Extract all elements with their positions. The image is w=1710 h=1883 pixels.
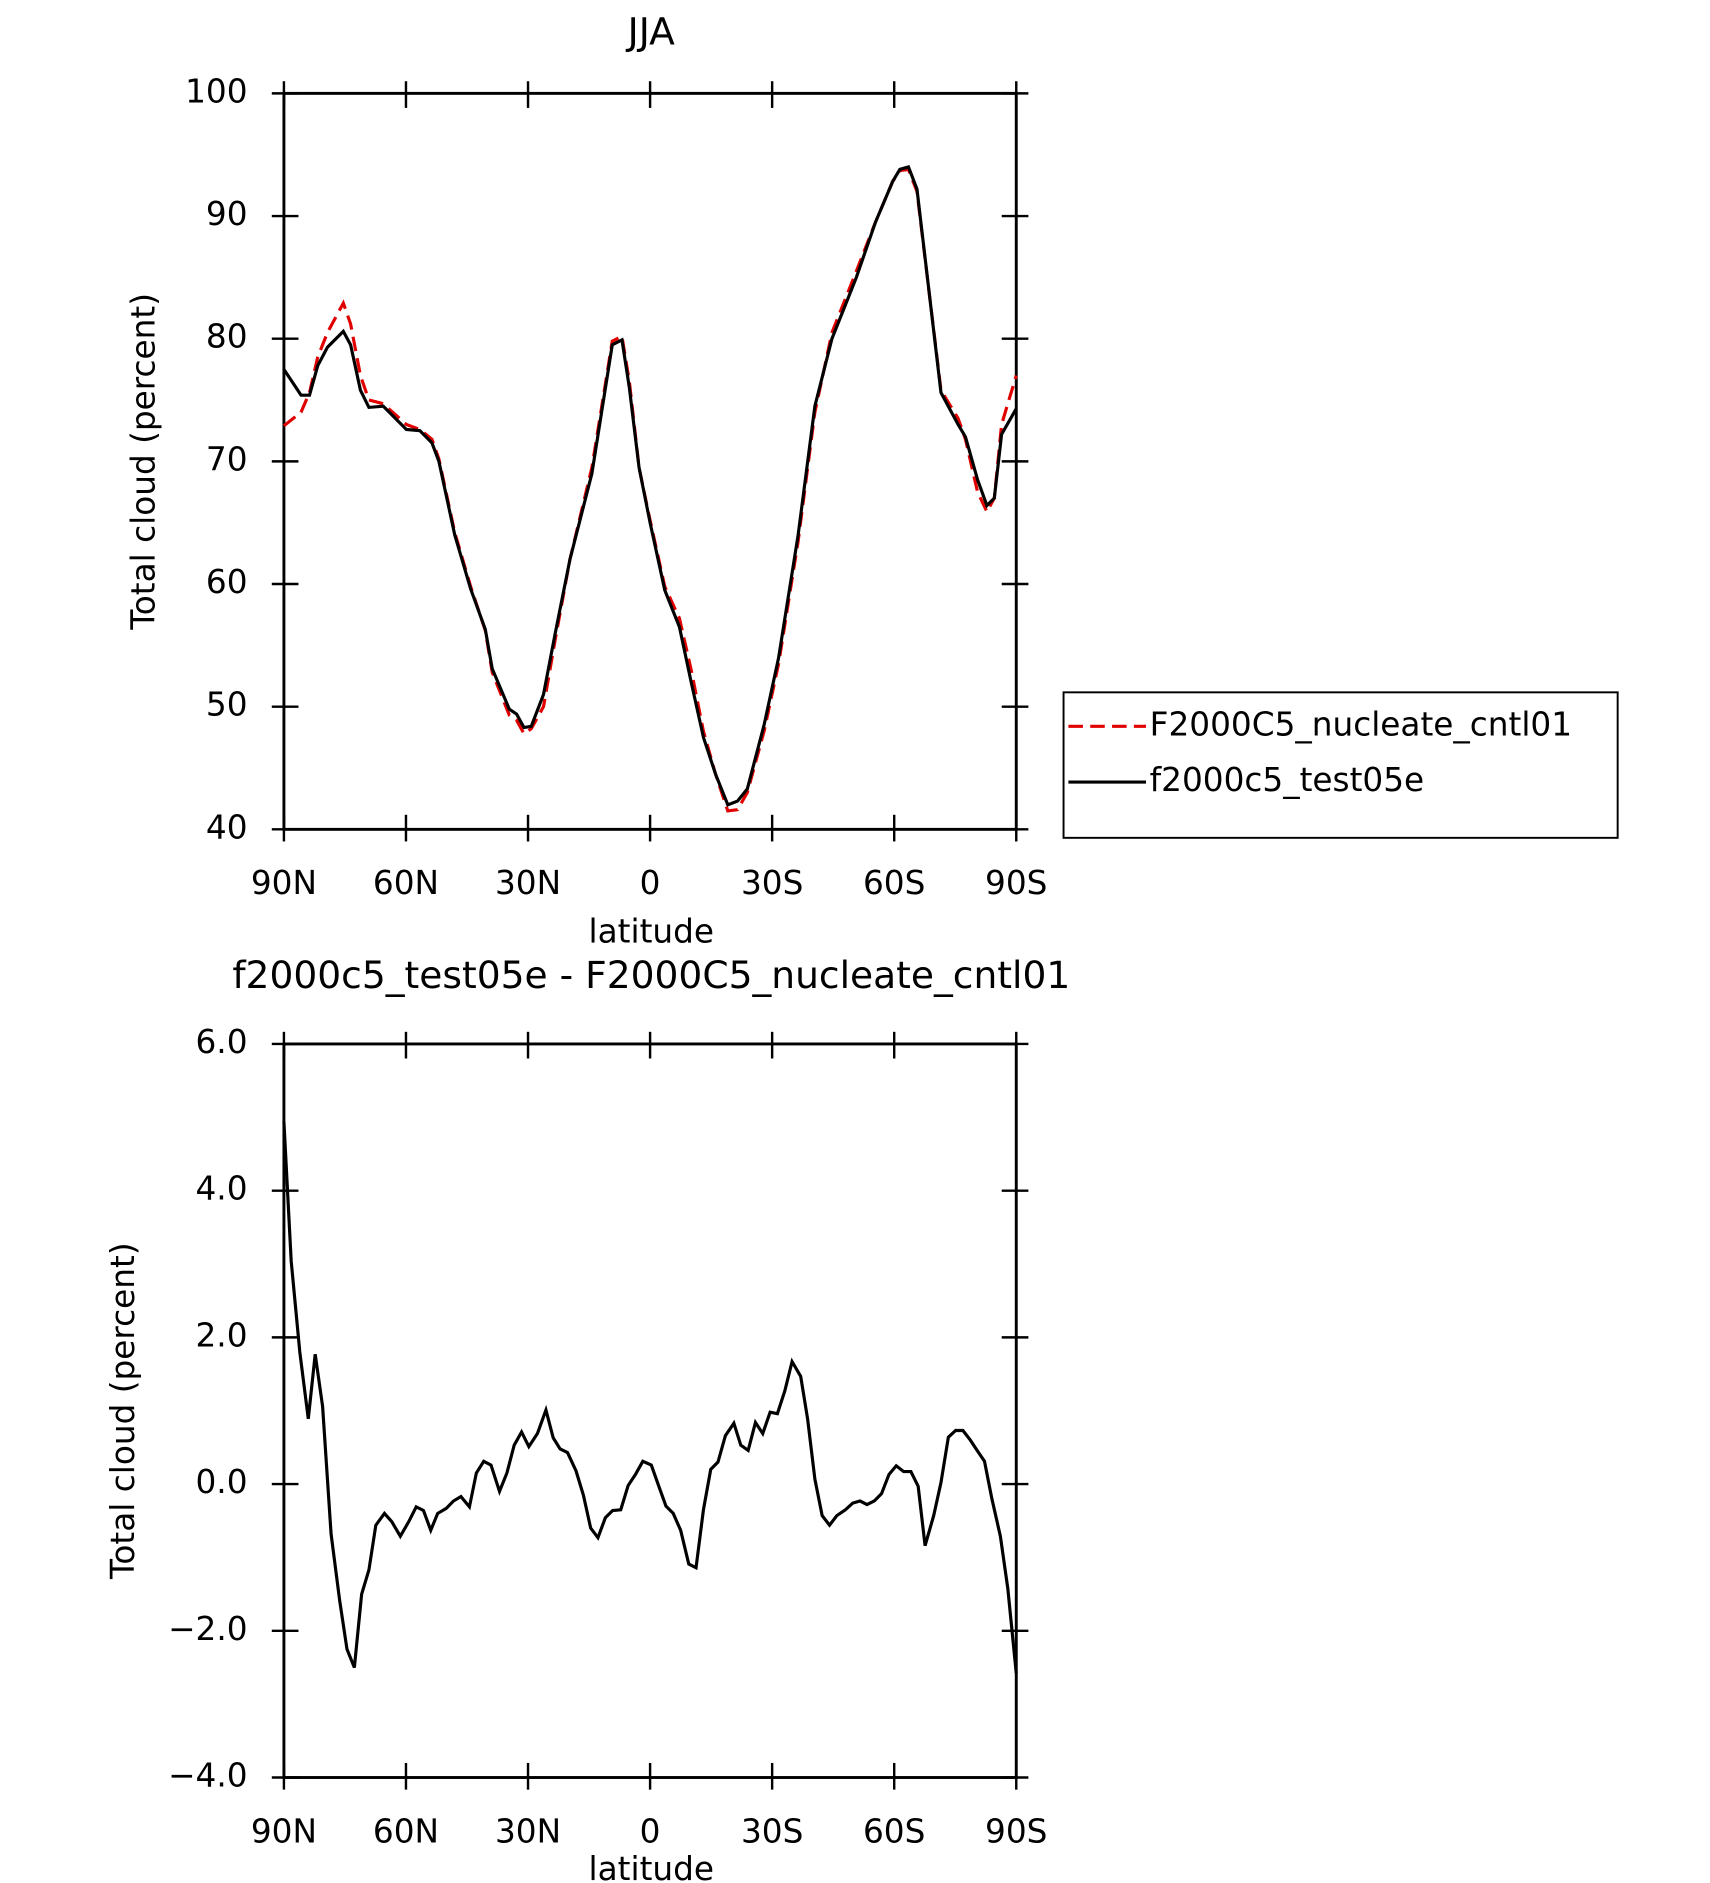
plot-frame bbox=[282, 91, 1018, 831]
x-tick-label: 90S bbox=[985, 864, 1047, 902]
x-axis-label: latitude bbox=[589, 913, 715, 951]
legend-box bbox=[1062, 691, 1619, 839]
x-tick-label: 60S bbox=[863, 864, 925, 902]
x-tick-label: 0 bbox=[640, 1812, 661, 1850]
y-tick-label: −2.0 bbox=[168, 1610, 247, 1648]
plot-frame bbox=[282, 1042, 1018, 1779]
legend-label: f2000c5_test05e bbox=[1150, 761, 1425, 799]
x-tick-label: 90S bbox=[985, 1812, 1047, 1850]
y-tick-label: 0.0 bbox=[195, 1463, 247, 1501]
y-tick-label: 2.0 bbox=[195, 1316, 247, 1354]
x-tick-label: 30N bbox=[495, 1812, 561, 1850]
data-line bbox=[282, 167, 1018, 813]
x-tick-label: 60N bbox=[373, 1812, 439, 1850]
x-tick-label: 0 bbox=[640, 864, 661, 902]
y-tick-label: −4.0 bbox=[168, 1757, 247, 1795]
x-tick-label: 60S bbox=[863, 1812, 925, 1850]
x-tick-label: 60N bbox=[373, 864, 439, 902]
y-tick-label: 60 bbox=[206, 563, 248, 601]
x-tick-label: 30N bbox=[495, 864, 561, 902]
y-tick-label: 4.0 bbox=[195, 1170, 247, 1208]
data-line bbox=[282, 1121, 1018, 1674]
chart-title: JJA bbox=[626, 9, 676, 53]
y-tick-label: 80 bbox=[206, 318, 248, 356]
y-tick-label: 70 bbox=[206, 440, 248, 478]
y-tick-label: 90 bbox=[206, 195, 248, 233]
y-tick-label: 100 bbox=[185, 72, 247, 110]
y-axis-label: Total cloud (percent) bbox=[125, 293, 163, 631]
x-tick-label: 30S bbox=[741, 864, 803, 902]
data-line bbox=[282, 165, 1018, 807]
y-axis-label: Total cloud (percent) bbox=[104, 1242, 142, 1580]
x-tick-label: 90N bbox=[251, 1812, 317, 1850]
y-tick-label: 40 bbox=[206, 808, 248, 846]
legend-label: F2000C5_nucleate_cntl01 bbox=[1150, 705, 1572, 743]
y-tick-label: 50 bbox=[206, 686, 248, 724]
y-tick-label: 6.0 bbox=[195, 1023, 247, 1061]
x-tick-label: 30S bbox=[741, 1812, 803, 1850]
x-tick-label: 90N bbox=[251, 864, 317, 902]
x-axis-label: latitude bbox=[589, 1850, 715, 1883]
plot-title: f2000c5_test05e - F2000C5_nucleate_cntl0… bbox=[232, 953, 1070, 997]
